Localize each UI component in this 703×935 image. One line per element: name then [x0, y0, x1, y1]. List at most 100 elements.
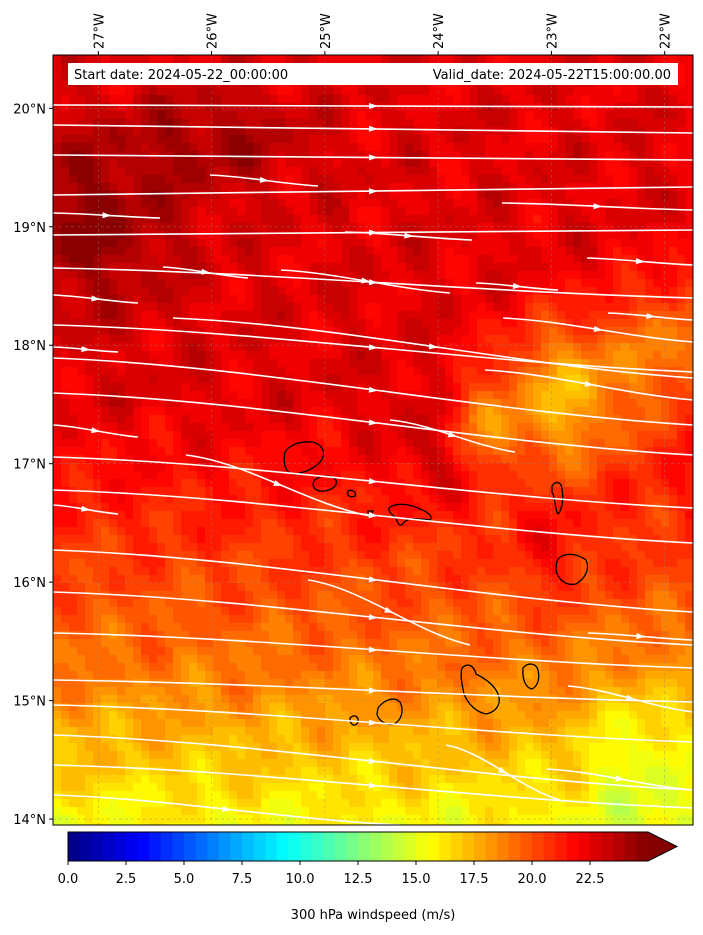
field-cell-1426 [581, 191, 590, 200]
field-cell-4092 [149, 463, 158, 472]
field-cell-4346 [261, 487, 270, 496]
field-cell-4564 [85, 511, 94, 520]
field-cell-3048 [117, 359, 126, 368]
field-cell-3063 [237, 359, 246, 368]
field-cell-2864 [565, 335, 574, 344]
field-cell-625 [573, 111, 582, 120]
field-cell-1151 [301, 167, 310, 176]
field-cell-998 [357, 151, 366, 160]
field-cell-2338 [197, 287, 206, 296]
field-cell-38 [357, 55, 366, 64]
field-cell-1163 [397, 167, 406, 176]
field-cell-1840 [53, 239, 62, 248]
field-cell-2786 [581, 327, 590, 336]
field-cell-3033 [637, 351, 646, 360]
field-cell-4241 [61, 479, 70, 488]
field-cell-2041 [381, 255, 390, 264]
field-cell-2043 [397, 255, 406, 264]
field-cell-2901 [221, 343, 230, 352]
field-cell-901 [221, 143, 230, 152]
field-cell-2791 [621, 327, 630, 336]
field-cell-4076 [661, 455, 670, 464]
field-cell-3640 [373, 415, 382, 424]
field-cell-2473 [637, 295, 646, 304]
field-cell-3946 [261, 447, 270, 456]
field-cell-1844 [85, 239, 94, 248]
field-cell-3652 [469, 415, 478, 424]
field-cell-1528 [117, 207, 126, 216]
field-cell-2798 [677, 327, 686, 336]
field-cell-4534 [485, 503, 494, 512]
field-cell-4989 [285, 551, 294, 560]
field-cell-4916 [341, 543, 350, 552]
field-cell-2923 [397, 343, 406, 352]
field-cell-2120 [373, 263, 382, 272]
field-cell-1 [61, 55, 70, 64]
field-cell-1111 [621, 159, 630, 168]
field-cell-4401 [61, 495, 70, 504]
field-cell-679 [365, 119, 374, 128]
field-cell-4252 [149, 479, 158, 488]
field-cell-2966 [101, 351, 110, 360]
field-cell-3181 [541, 367, 550, 376]
field-cell-4421 [221, 495, 230, 504]
field-cell-1278 [677, 175, 686, 184]
field-cell-401 [61, 95, 70, 104]
field-cell-3964 [405, 447, 414, 456]
field-cell-2990 [293, 351, 302, 360]
field-cell-1805 [413, 231, 422, 240]
field-cell-1243 [397, 175, 406, 184]
field-cell-689 [445, 119, 454, 128]
field-cell-3253 [477, 375, 486, 384]
field-cell-464 [565, 95, 574, 104]
field-cell-1244 [405, 175, 414, 184]
field-cell-3550 [293, 407, 302, 416]
field-cell-429 [285, 95, 294, 104]
field-cell-1443 [77, 199, 86, 208]
field-cell-646 [101, 119, 110, 128]
field-cell-3078 [357, 359, 366, 368]
field-cell-3904 [565, 439, 574, 448]
field-cell-3622 [229, 415, 238, 424]
field-cell-1389 [285, 191, 294, 200]
field-cell-4187 [269, 471, 278, 480]
field-cell-4189 [285, 471, 294, 480]
field-cell-1522 [69, 207, 78, 216]
field-cell-479 [685, 95, 693, 104]
field-cell-1571 [461, 207, 470, 216]
field-cell-3413 [477, 391, 486, 400]
field-cell-70 [613, 55, 622, 64]
field-cell-3696 [181, 423, 190, 432]
field-cell-2092 [149, 263, 158, 272]
field-cell-4918 [357, 543, 366, 552]
field-cell-3030 [613, 351, 622, 360]
field-cell-3066 [261, 359, 270, 368]
field-cell-2336 [181, 287, 190, 296]
field-cell-3274 [645, 375, 654, 384]
field-cell-2894 [165, 343, 174, 352]
field-cell-667 [269, 119, 278, 128]
field-cell-3239 [365, 375, 374, 384]
field-cell-1086 [421, 159, 430, 168]
field-cell-3391 [301, 391, 310, 400]
field-cell-1233 [317, 175, 326, 184]
field-cell-2459 [525, 295, 534, 304]
field-cell-2612 [469, 311, 478, 320]
field-cell-4097 [189, 463, 198, 472]
field-cell-16 [181, 55, 190, 64]
field-cell-4829 [285, 535, 294, 544]
field-cell-3825 [573, 431, 582, 440]
field-cell-3820 [533, 431, 542, 440]
field-cell-635 [653, 111, 662, 120]
field-cell-2270 [293, 279, 302, 288]
field-cell-4128 [437, 463, 446, 472]
field-cell-2409 [125, 295, 134, 304]
field-cell-1369 [125, 191, 134, 200]
field-cell-2973 [157, 351, 166, 360]
field-cell-3835 [653, 431, 662, 440]
field-cell-2952 [629, 343, 638, 352]
field-cell-1317 [349, 183, 358, 192]
field-cell-4450 [453, 495, 462, 504]
field-cell-485 [93, 103, 102, 112]
field-cell-711 [621, 119, 630, 128]
